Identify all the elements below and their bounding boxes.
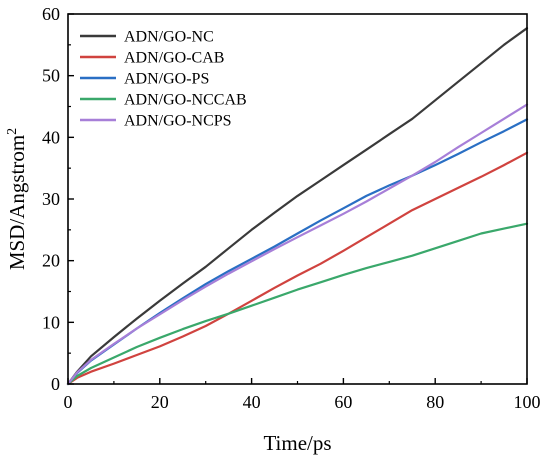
series-line-4 [66,222,529,386]
y-tick-label: 30 [42,189,60,209]
y-tick-label: 50 [42,66,60,86]
legend-label-5: ADN/GO-NCPS [124,113,232,130]
x-tick-label: 0 [64,392,73,412]
legend-label-4: ADN/GO-NCCAB [124,92,247,109]
x-tick-label: 20 [151,392,169,412]
series-line-2 [66,151,529,386]
x-tick-label: 80 [426,392,444,412]
y-axis-title: MSD/Angstrom2 [5,128,29,270]
y-axis-title-superscript: 2 [5,128,20,135]
x-tick-label: 100 [514,392,541,412]
series-line-1 [66,27,529,386]
y-tick-label: 10 [42,312,60,332]
y-tick-label: 40 [42,127,60,147]
y-tick-label: 60 [42,4,60,24]
x-tick-label: 40 [243,392,261,412]
y-tick-label: 0 [51,374,60,394]
series-line-5 [66,103,529,386]
legend-label-2: ADN/GO-CAB [124,50,224,67]
y-tick-label: 20 [42,251,60,271]
y-axis-title-main: MSD/Angstrom [5,135,29,270]
legend-label-3: ADN/GO-PS [124,71,209,88]
series-lines [66,27,529,386]
axis-ticks: 0 20 40 60 80 100 0 10 20 30 40 50 60 [42,4,541,412]
x-axis-title: Time/ps [263,431,331,455]
x-tick-label: 60 [334,392,352,412]
legend-label-1: ADN/GO-NC [124,29,214,46]
legend: ADN/GO-NC ADN/GO-CAB ADN/GO-PS ADN/GO-NCCAB… [80,29,247,130]
